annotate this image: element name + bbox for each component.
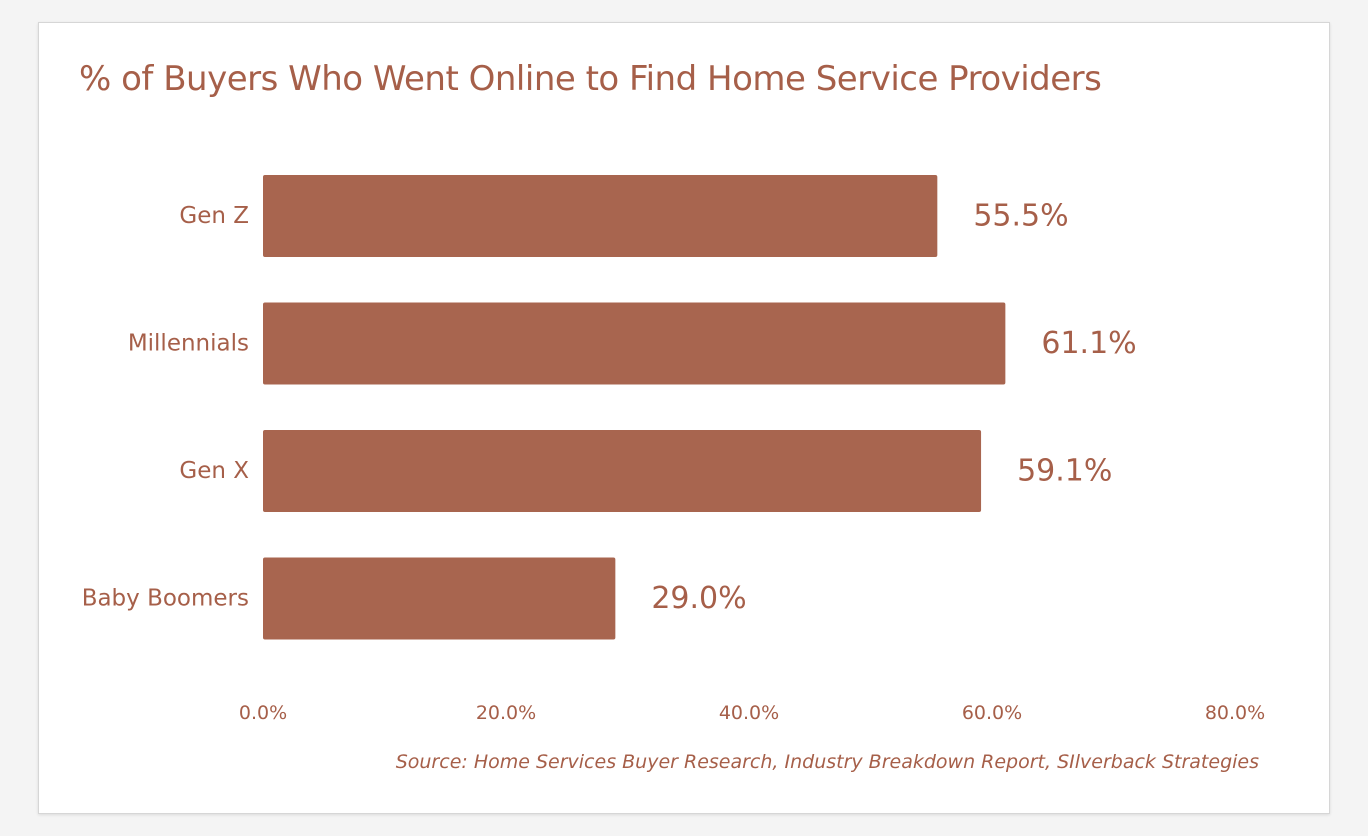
source-note: Source: Home Services Buyer Research, In… [395, 751, 1259, 773]
category-label: Millennials [128, 331, 249, 357]
bar [263, 302, 1006, 385]
x-tick-label: 20.0% [476, 702, 536, 724]
chart-card: % of Buyers Who Went Online to Find Home… [38, 22, 1330, 814]
category-label: Gen Z [179, 203, 249, 229]
data-label: 55.5% [973, 199, 1068, 234]
data-label: 59.1% [1017, 454, 1112, 489]
category-label: Gen X [179, 458, 249, 484]
bar-chart-plot: Gen Z 55.5% Millennials 61.1% Gen X 59.1% Baby… [82, 175, 1265, 724]
x-tick-label: 40.0% [719, 702, 779, 724]
data-label: 61.1% [1041, 326, 1136, 361]
x-tick-label: 60.0% [962, 702, 1022, 724]
chart-title: % of Buyers Who Went Online to Find Home… [79, 59, 1102, 99]
x-tick-label: 0.0% [239, 702, 287, 724]
category-label: Baby Boomers [82, 586, 249, 612]
bar [263, 557, 616, 640]
bar [263, 430, 982, 512]
bar [263, 175, 938, 257]
data-label: 29.0% [651, 581, 746, 616]
x-tick-label: 80.0% [1205, 702, 1265, 724]
